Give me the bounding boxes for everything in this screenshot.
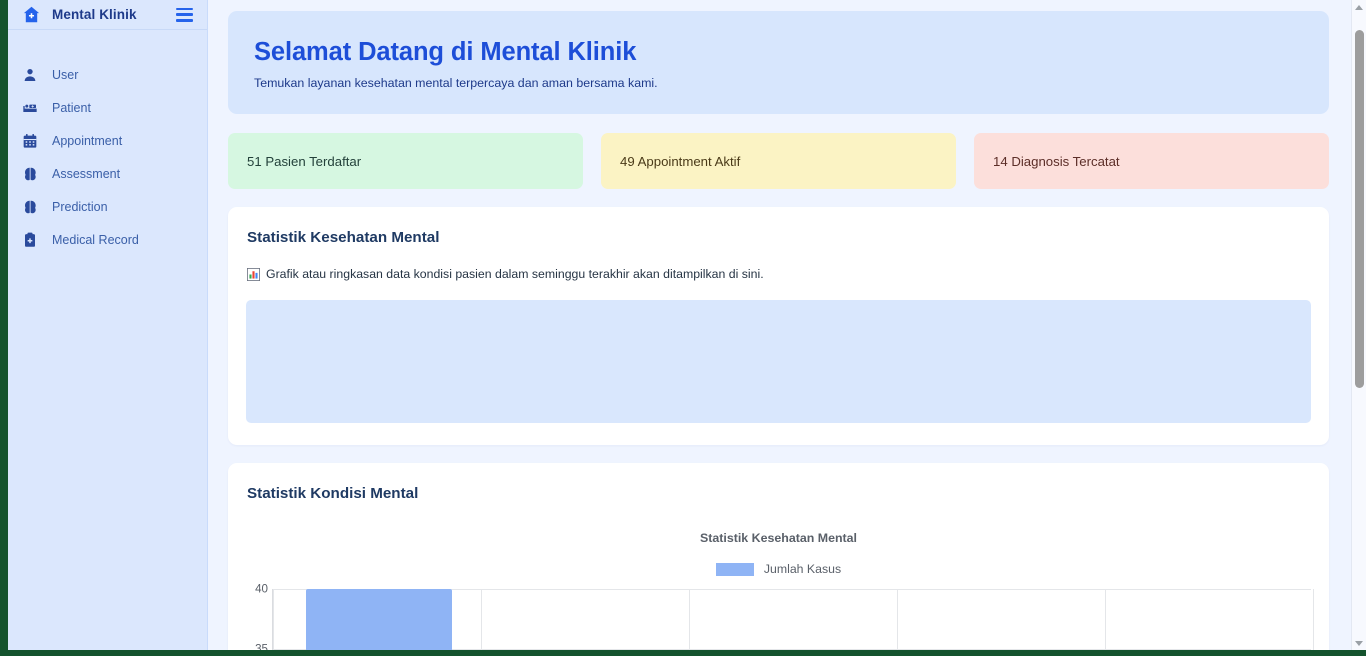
welcome-banner: Selamat Datang di Mental Klinik Temukan …: [228, 11, 1329, 114]
stat-card-text: 14 Diagnosis Tercatat: [993, 153, 1120, 169]
sidebar-item-medical-record[interactable]: Medical Record: [8, 223, 207, 256]
hospital-bed-icon: [22, 100, 38, 116]
panel-note: Grafik atau ringkasan data kondisi pasie…: [246, 267, 1311, 281]
hamburger-menu-icon[interactable]: [176, 7, 193, 22]
scroll-up-button[interactable]: [1352, 0, 1366, 14]
sidebar-item-label: User: [52, 67, 79, 82]
gridline: [481, 589, 482, 650]
chart-title: Statistik Kesehatan Mental: [700, 531, 857, 545]
user-icon: [22, 67, 38, 83]
clipboard-medical-icon: [22, 232, 38, 248]
y-axis-tick: 35: [255, 642, 268, 651]
stat-card-text: 49 Appointment Aktif: [620, 153, 741, 169]
gridline: 40: [255, 583, 1311, 596]
sidebar-item-label: Appointment: [52, 133, 123, 148]
panel-title: Statistik Kondisi Mental: [247, 485, 419, 502]
calendar-icon: [22, 133, 38, 149]
mental-health-stats-panel: Statistik Kesehatan Mental Grafik atau r…: [228, 207, 1329, 445]
bar-chart-emoji-icon: [247, 267, 260, 281]
stat-card-text: 51 Pasien Terdaftar: [247, 153, 362, 169]
browser-viewport: Mental Klinik User: [8, 0, 1366, 650]
chart-placeholder: [246, 300, 1311, 423]
sidebar-item-label: Prediction: [52, 199, 108, 214]
sidebar-item-label: Patient: [52, 100, 91, 115]
y-axis-tick: 40: [255, 582, 268, 596]
sidebar-item-user[interactable]: User: [8, 58, 207, 91]
gridline: [273, 589, 274, 650]
brain-icon: [22, 166, 38, 182]
stat-card-diagnosis-tercatat[interactable]: 14 Diagnosis Tercatat: [974, 133, 1329, 189]
gridline: [897, 589, 898, 650]
chart-legend[interactable]: Jumlah Kasus: [246, 562, 1311, 576]
house-medical-icon: [22, 5, 41, 24]
gridline: 35: [255, 643, 1311, 650]
summary-cards: 51 Pasien Terdaftar 49 Appointment Aktif…: [228, 133, 1329, 189]
sidebar-brand-title: Mental Klinik: [52, 7, 137, 22]
sidebar-item-patient[interactable]: Patient: [8, 91, 207, 124]
gridline: [1313, 589, 1314, 650]
sidebar-item-appointment[interactable]: Appointment: [8, 124, 207, 157]
scroll-down-button[interactable]: [1352, 636, 1366, 650]
main-content: Selamat Datang di Mental Klinik Temukan …: [208, 0, 1366, 650]
scrollbar-thumb[interactable]: [1355, 30, 1364, 388]
gridline: [1105, 589, 1106, 650]
sidebar-nav: User Patient: [8, 30, 207, 256]
bar-chart[interactable]: Statistik Kesehatan Mental Jumlah Kasus …: [246, 523, 1314, 650]
page-subtitle: Temukan layanan kesehatan mental terperc…: [254, 76, 658, 90]
panel-note-text: Grafik atau ringkasan data kondisi pasie…: [266, 267, 764, 281]
page-title: Selamat Datang di Mental Klinik: [254, 38, 637, 66]
legend-label: Jumlah Kasus: [763, 562, 842, 576]
mental-condition-chart-panel: Statistik Kondisi Mental Statistik Keseh…: [228, 463, 1329, 650]
vertical-scrollbar[interactable]: [1351, 0, 1366, 650]
chart-plot-area: 40 35: [255, 583, 1314, 650]
bar[interactable]: [306, 589, 452, 650]
panel-title: Statistik Kesehatan Mental: [247, 229, 440, 246]
brain-icon: [22, 199, 38, 215]
sidebar-item-prediction[interactable]: Prediction: [8, 190, 207, 223]
sidebar-item-label: Medical Record: [52, 232, 139, 247]
sidebar: Mental Klinik User: [8, 0, 208, 650]
sidebar-item-label: Assessment: [52, 166, 121, 181]
gridline: [689, 589, 690, 650]
stat-card-appointment-aktif[interactable]: 49 Appointment Aktif: [601, 133, 956, 189]
stat-card-pasien-terdaftar[interactable]: 51 Pasien Terdaftar: [228, 133, 583, 189]
sidebar-brand: Mental Klinik: [8, 0, 207, 30]
sidebar-item-assessment[interactable]: Assessment: [8, 157, 207, 190]
legend-swatch: [715, 562, 754, 576]
